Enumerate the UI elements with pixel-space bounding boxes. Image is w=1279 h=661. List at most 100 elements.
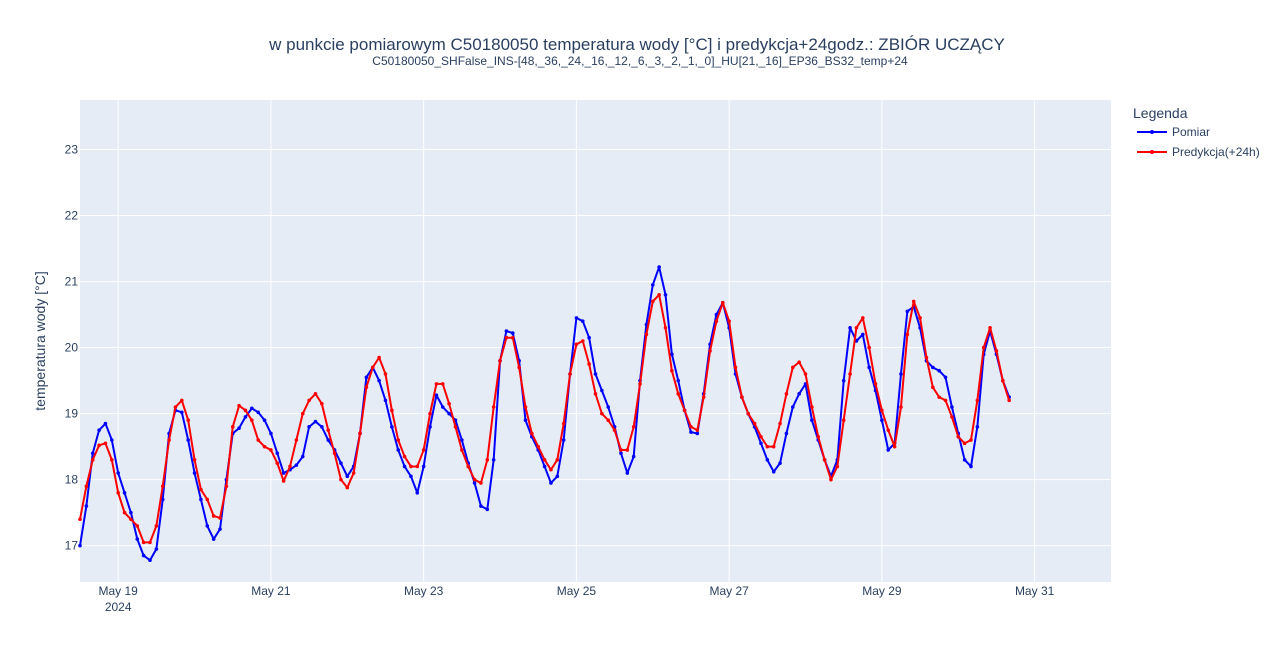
data-point-predykcja[interactable] <box>523 405 528 409</box>
data-point-predykcja[interactable] <box>485 458 490 462</box>
data-point-pomiar[interactable] <box>886 448 891 452</box>
data-point-predykcja[interactable] <box>1001 378 1005 383</box>
data-point-pomiar[interactable] <box>122 491 127 495</box>
data-point-pomiar[interactable] <box>421 464 426 469</box>
data-point-pomiar[interactable] <box>676 378 681 383</box>
data-point-predykcja[interactable] <box>631 425 636 429</box>
data-point-predykcja[interactable] <box>250 418 254 423</box>
data-point-pomiar[interactable] <box>275 451 280 456</box>
data-point-predykcja[interactable] <box>670 368 674 373</box>
data-point-predykcja[interactable] <box>300 411 305 416</box>
data-point-pomiar[interactable] <box>300 454 305 459</box>
data-point-predykcja[interactable] <box>835 464 840 469</box>
data-point-predykcja[interactable] <box>224 484 229 489</box>
data-point-pomiar[interactable] <box>390 425 394 429</box>
data-point-predykcja[interactable] <box>326 428 331 432</box>
data-point-pomiar[interactable] <box>460 438 464 442</box>
data-point-pomiar[interactable] <box>313 419 318 424</box>
data-point-pomiar[interactable] <box>345 474 350 479</box>
data-point-predykcja[interactable] <box>415 464 420 469</box>
data-point-pomiar[interactable] <box>587 335 591 340</box>
data-point-predykcja[interactable] <box>873 382 878 386</box>
data-point-pomiar[interactable] <box>810 418 814 423</box>
data-point-predykcja[interactable] <box>784 392 789 396</box>
data-point-predykcja[interactable] <box>746 411 751 416</box>
data-point-predykcja[interactable] <box>593 392 598 396</box>
data-point-predykcja[interactable] <box>606 418 611 423</box>
data-point-pomiar[interactable] <box>339 461 343 465</box>
data-point-pomiar[interactable] <box>84 504 89 508</box>
data-point-pomiar[interactable] <box>549 481 553 485</box>
data-point-predykcja[interactable] <box>370 365 375 370</box>
data-point-predykcja[interactable] <box>911 299 916 304</box>
data-point-predykcja[interactable] <box>886 428 891 432</box>
data-point-predykcja[interactable] <box>937 395 941 399</box>
data-point-predykcja[interactable] <box>205 497 210 502</box>
data-point-pomiar[interactable] <box>797 392 801 396</box>
data-point-predykcja[interactable] <box>644 332 649 337</box>
data-point-predykcja[interactable] <box>256 438 261 442</box>
data-point-pomiar[interactable] <box>402 464 407 469</box>
data-point-predykcja[interactable] <box>320 401 324 406</box>
data-point-pomiar[interactable] <box>555 474 560 479</box>
data-point-predykcja[interactable] <box>797 360 801 364</box>
data-point-pomiar[interactable] <box>479 504 483 508</box>
data-point-pomiar[interactable] <box>841 378 846 383</box>
data-point-predykcja[interactable] <box>269 448 273 452</box>
data-point-pomiar[interactable] <box>899 372 903 376</box>
data-point-pomiar[interactable] <box>962 458 967 462</box>
data-point-pomiar[interactable] <box>695 431 700 436</box>
data-point-pomiar[interactable] <box>281 471 286 475</box>
data-point-predykcja[interactable] <box>230 425 235 429</box>
data-point-predykcja[interactable] <box>733 365 738 370</box>
data-point-predykcja[interactable] <box>752 421 757 426</box>
data-point-predykcja[interactable] <box>861 316 865 320</box>
data-point-predykcja[interactable] <box>129 517 133 522</box>
data-point-predykcja[interactable] <box>536 444 541 449</box>
data-point-pomiar[interactable] <box>905 309 910 314</box>
data-point-predykcja[interactable] <box>848 372 852 376</box>
data-point-predykcja[interactable] <box>466 464 471 469</box>
data-point-pomiar[interactable] <box>472 481 477 485</box>
data-point-predykcja[interactable] <box>822 458 827 462</box>
data-point-pomiar[interactable] <box>129 510 133 515</box>
data-point-predykcja[interactable] <box>262 444 267 449</box>
data-point-predykcja[interactable] <box>981 345 986 350</box>
data-point-predykcja[interactable] <box>727 319 731 323</box>
data-point-predykcja[interactable] <box>810 405 814 409</box>
data-point-predykcja[interactable] <box>574 342 579 347</box>
data-point-predykcja[interactable] <box>650 299 655 304</box>
data-point-predykcja[interactable] <box>892 444 897 449</box>
data-point-predykcja[interactable] <box>243 408 248 413</box>
data-point-predykcja[interactable] <box>841 418 846 423</box>
data-point-pomiar[interactable] <box>784 431 789 436</box>
data-point-predykcja[interactable] <box>173 405 178 409</box>
data-point-predykcja[interactable] <box>154 524 159 528</box>
data-point-predykcja[interactable] <box>765 444 770 449</box>
data-point-predykcja[interactable] <box>460 448 464 452</box>
data-point-pomiar[interactable] <box>861 332 865 337</box>
data-point-predykcja[interactable] <box>141 540 146 545</box>
legend[interactable]: Legenda Pomiar Predykcja(+24h) <box>1133 105 1260 159</box>
data-point-predykcja[interactable] <box>988 325 992 330</box>
data-point-predykcja[interactable] <box>377 355 381 360</box>
data-point-predykcja[interactable] <box>78 517 82 522</box>
data-point-pomiar[interactable] <box>504 329 509 333</box>
data-point-predykcja[interactable] <box>943 398 948 403</box>
data-point-pomiar[interactable] <box>771 469 776 474</box>
data-point-pomiar[interactable] <box>943 375 948 380</box>
data-point-predykcja[interactable] <box>97 443 101 448</box>
data-point-pomiar[interactable] <box>510 331 515 335</box>
data-point-predykcja[interactable] <box>479 481 483 485</box>
data-point-predykcja[interactable] <box>428 411 432 416</box>
data-point-predykcja[interactable] <box>192 458 197 462</box>
data-point-predykcja[interactable] <box>899 405 903 409</box>
data-point-pomiar[interactable] <box>135 537 140 541</box>
data-point-predykcja[interactable] <box>905 332 910 337</box>
data-point-predykcja[interactable] <box>854 325 859 330</box>
data-point-pomiar[interactable] <box>523 418 528 423</box>
data-point-pomiar[interactable] <box>116 471 120 475</box>
data-point-predykcja[interactable] <box>600 411 604 416</box>
data-point-predykcja[interactable] <box>211 514 216 518</box>
data-point-pomiar[interactable] <box>243 415 248 419</box>
